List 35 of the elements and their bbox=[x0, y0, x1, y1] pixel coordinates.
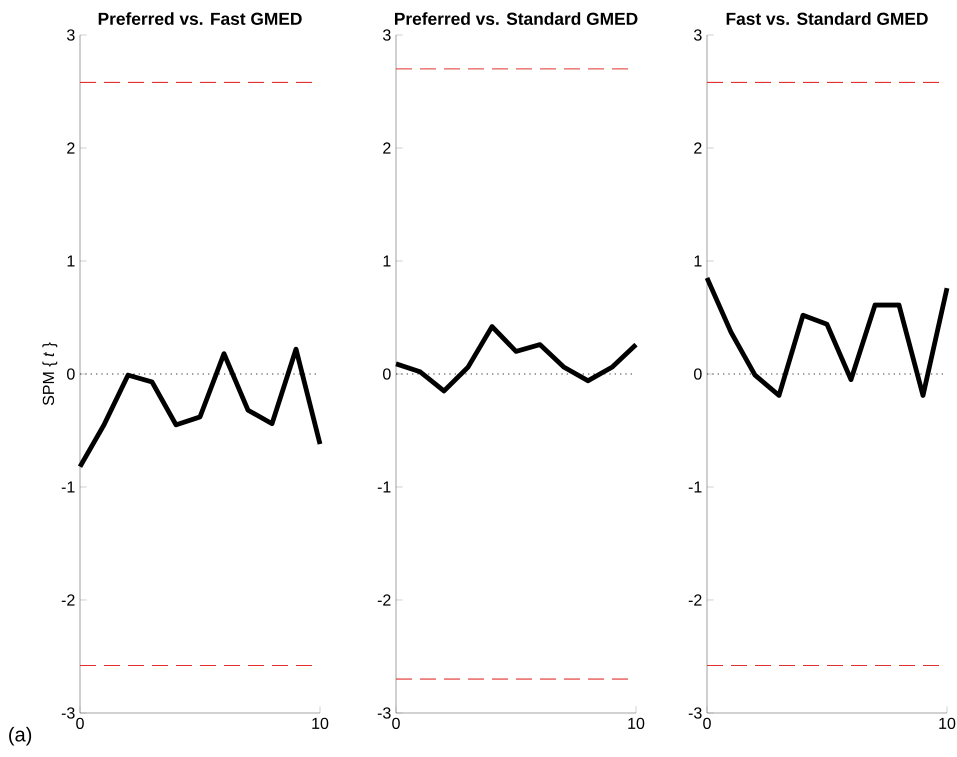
y-tick-label: -2 bbox=[688, 594, 702, 606]
y-tick-label: -2 bbox=[62, 594, 74, 606]
chart-title: Fast vs. Standard GMED bbox=[726, 12, 928, 25]
x-tick-label: 10 bbox=[939, 718, 956, 730]
x-tick-label: 10 bbox=[628, 718, 644, 730]
line-series bbox=[704, 276, 950, 398]
y-tick-label: 2 bbox=[67, 142, 74, 154]
y-tick-label: -3 bbox=[62, 707, 75, 719]
y-tick-label: -1 bbox=[378, 481, 391, 492]
x-tick-label: 0 bbox=[392, 718, 400, 730]
y-tick-label: -2 bbox=[378, 594, 390, 606]
y-tick-label: -1 bbox=[688, 481, 702, 492]
chart-title: Preferred vs. Standard GMED bbox=[394, 12, 638, 25]
x-tick-label: 10 bbox=[312, 718, 328, 730]
text: (a) bbox=[9, 726, 32, 746]
y-tick-label: 2 bbox=[383, 142, 390, 154]
chart-title: Preferred vs. Fast GMED bbox=[98, 12, 302, 25]
y-tick-label: 1 bbox=[694, 256, 702, 266]
y-tick-label: 1 bbox=[384, 256, 391, 266]
y-tick-label: 0 bbox=[694, 368, 702, 380]
y-tick-label: 3 bbox=[383, 29, 391, 41]
y-axis-title: SPM { t } bbox=[42, 342, 58, 406]
y-tick-label: 0 bbox=[67, 368, 75, 380]
y-tick-label: 2 bbox=[694, 142, 702, 154]
y-tick-label: -3 bbox=[378, 707, 391, 719]
x-tick-label: 0 bbox=[703, 718, 711, 730]
line-series bbox=[394, 324, 638, 394]
y-tick-label: 3 bbox=[67, 29, 75, 41]
y-tick-label: 1 bbox=[68, 256, 75, 266]
y-tick-label: 0 bbox=[383, 368, 391, 380]
y-tick-label: -3 bbox=[688, 707, 702, 719]
y-tick-label: -1 bbox=[62, 481, 75, 492]
line-series bbox=[78, 346, 322, 470]
x-tick-label: 0 bbox=[76, 718, 84, 730]
y-tick-label: 3 bbox=[694, 29, 702, 41]
